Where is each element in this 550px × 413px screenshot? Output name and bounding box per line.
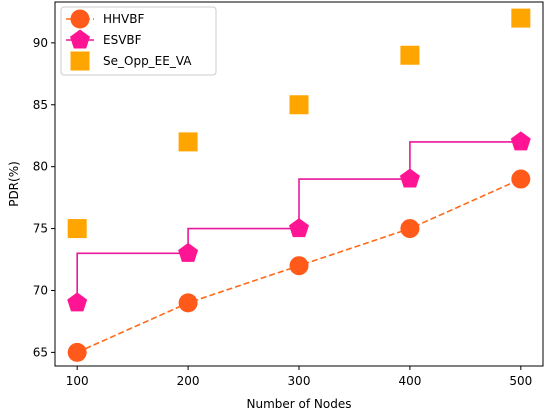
legend-marker (70, 51, 90, 71)
legend-label: ESVBF (103, 33, 142, 47)
legend-item-se-opp-ee-va: Se_Opp_EE_VA (70, 51, 192, 71)
y-tick-label: 80 (33, 160, 48, 174)
y-tick-label: 85 (33, 98, 48, 112)
axis-ticks: 100 200 300 400 500 65 70 75 80 85 90 (33, 36, 533, 388)
legend-box (60, 6, 217, 76)
data-point (510, 131, 531, 151)
data-point (289, 95, 309, 115)
legend-label: HHVBF (103, 12, 144, 26)
series-hhvbf (67, 169, 531, 362)
legend-marker (70, 9, 90, 29)
y-tick-label: 70 (33, 283, 48, 297)
x-tick-label: 200 (177, 374, 200, 388)
y-tick-label: 75 (33, 222, 48, 236)
data-point (178, 293, 198, 313)
data-point (511, 8, 531, 28)
y-tick-label: 90 (33, 36, 48, 50)
legend: HHVBF ESVBF Se_Opp_EE_VA (60, 6, 217, 76)
data-point (289, 218, 309, 238)
x-tick-label: 100 (66, 374, 89, 388)
data-point (400, 219, 420, 239)
data-point (67, 292, 88, 312)
x-tick-label: 400 (398, 374, 421, 388)
series-esvbf (67, 131, 531, 312)
legend-item-esvbf: ESVBF (66, 29, 142, 49)
y-axis-title: PDR(%) (7, 161, 21, 207)
data-point (67, 219, 87, 239)
y-tick-label: 65 (33, 345, 48, 359)
data-point (399, 168, 420, 188)
data-point (178, 132, 198, 152)
data-point (67, 342, 87, 362)
data-point (400, 45, 420, 65)
x-axis-title: Number of Nodes (247, 397, 352, 411)
legend-item-hhvbf: HHVBF (66, 9, 144, 29)
data-point (511, 169, 531, 189)
series-se-opp-ee-va (67, 8, 531, 239)
x-tick-label: 500 (509, 374, 532, 388)
x-tick-label: 300 (288, 374, 311, 388)
legend-label: Se_Opp_EE_VA (103, 54, 192, 68)
plot-area (67, 8, 531, 362)
data-point (178, 242, 199, 262)
legend-marker (70, 29, 90, 49)
data-point (289, 256, 309, 276)
